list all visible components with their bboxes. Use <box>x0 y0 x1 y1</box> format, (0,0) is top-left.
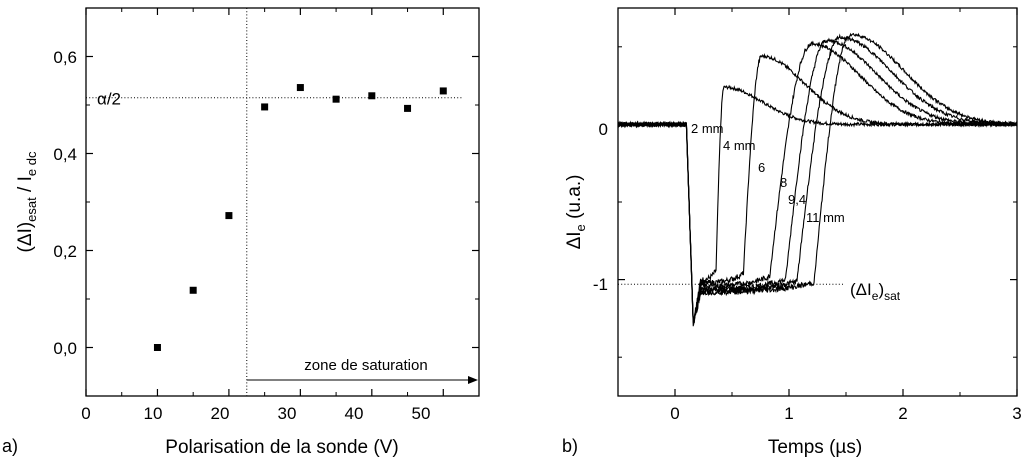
x-tick-label: 40 <box>345 404 364 423</box>
plot-frame-a <box>85 7 480 397</box>
panel-a: 0 10 20 30 40 50 0,0 0,2 0,4 0,6 α/2 zon… <box>2 7 480 458</box>
y-tick-label: -1 <box>593 275 608 294</box>
data-point <box>296 84 304 92</box>
plot-frame-b <box>617 7 1018 397</box>
curve-label-9-4: 9,4 <box>788 192 806 207</box>
x-tick-label: 2 <box>898 404 907 423</box>
curve-label-4mm: 4 mm <box>723 138 756 153</box>
zone-de-saturation-label: zone de saturation <box>304 357 427 374</box>
curve-label-11mm: 11 mm <box>806 210 845 225</box>
y-tick-label: 0,4 <box>53 145 77 164</box>
x-tick-label: 0 <box>670 404 679 423</box>
y-axis-label-a: (ΔI)esat / Ie dc <box>15 151 39 252</box>
x-axis-label-a: Polarisation de la sonde (V) <box>165 437 398 458</box>
x-tick-label: 3 <box>1012 404 1021 423</box>
tick-marks-a <box>85 8 479 397</box>
x-axis-label-b: Temps (µs) <box>768 437 862 458</box>
y-tick-label: 0,2 <box>53 242 77 261</box>
data-point <box>332 95 340 103</box>
curve-label-2mm: 2 mm <box>691 121 724 136</box>
y-tick-label: 0,6 <box>53 48 77 67</box>
y-tick-label: 0,0 <box>53 339 77 358</box>
x-tick-label: 20 <box>211 404 230 423</box>
data-point <box>439 87 447 95</box>
signal-curves <box>617 32 1018 327</box>
tick-marks-b <box>617 8 1018 396</box>
data-point <box>261 103 269 111</box>
data-point <box>368 92 376 100</box>
saturation-level-label: (ΔIe)sat <box>850 280 901 303</box>
x-tick-label: 50 <box>412 404 431 423</box>
scatter-points <box>153 84 447 351</box>
series-curve-2 <box>617 40 1018 327</box>
alpha-half-label: α/2 <box>97 90 121 109</box>
panel-a-label: a) <box>2 436 18 456</box>
series-curve-1 <box>617 52 1018 323</box>
series-curve-3 <box>617 37 1018 323</box>
panel-b: 0 1 2 3 0 -1 (ΔIe)sat 2 mm 4 mm 6 8 9,4 … <box>562 7 1022 458</box>
series-curve-5 <box>617 32 1018 321</box>
data-point <box>225 212 233 220</box>
data-point <box>153 344 161 351</box>
y-tick-label: 0 <box>599 120 608 139</box>
panel-b-label: b) <box>562 436 578 456</box>
x-tick-label: 30 <box>278 404 297 423</box>
saturation-arrow-head <box>468 376 478 384</box>
series-curve-0 <box>617 84 1018 325</box>
data-point <box>189 286 197 294</box>
data-point <box>404 104 412 112</box>
curve-label-8: 8 <box>780 175 787 190</box>
series-curve-4 <box>617 33 1018 324</box>
x-tick-label: 10 <box>144 404 163 423</box>
x-tick-label: 0 <box>81 404 90 423</box>
curve-label-6: 6 <box>758 160 765 175</box>
y-axis-label-b: ΔIe (u.a.) <box>564 175 588 250</box>
x-tick-label: 1 <box>784 404 793 423</box>
